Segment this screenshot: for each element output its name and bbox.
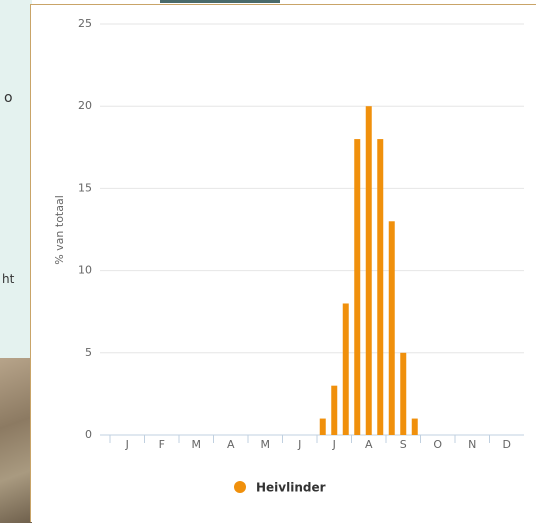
x-tick-label: O	[433, 438, 442, 451]
screen: o ht % van totaal 0510152025JFMAMJJASOND…	[0, 0, 537, 523]
y-tick-label: 10	[78, 264, 92, 277]
y-tick-label: 20	[78, 99, 92, 112]
x-tick-label: N	[468, 438, 476, 451]
y-tick-label: 25	[78, 17, 92, 30]
bar	[354, 139, 360, 435]
x-tick-label: D	[503, 438, 511, 451]
chart: % van totaal 0 5 10 15 20 25 J F M A M J J A S O N D Heivl…	[0, 0, 537, 523]
bar	[320, 419, 326, 435]
x-tick-label: M	[192, 438, 202, 451]
x-tick-label: A	[227, 438, 235, 451]
bar	[377, 139, 383, 435]
x-tick-label: J	[125, 438, 129, 451]
bar	[331, 386, 337, 435]
x-tick-label: J	[297, 438, 301, 451]
x-tick-label: A	[365, 438, 373, 451]
y-tick-label: 15	[78, 181, 92, 194]
x-tick-label: S	[400, 438, 407, 451]
legend-marker	[234, 481, 246, 493]
y-tick-label: 5	[85, 346, 92, 359]
bar	[389, 221, 395, 435]
x-tick-label: F	[159, 438, 165, 451]
bar	[412, 419, 418, 435]
bar	[366, 106, 372, 435]
x-tick-label: J	[332, 438, 336, 451]
y-tick-label: 0	[85, 428, 92, 441]
bar	[343, 303, 349, 435]
bar	[400, 353, 406, 435]
x-tick-label: M	[261, 438, 271, 451]
legend-label: Heivlinder	[256, 481, 326, 495]
y-axis-label: % van totaal	[53, 195, 66, 265]
